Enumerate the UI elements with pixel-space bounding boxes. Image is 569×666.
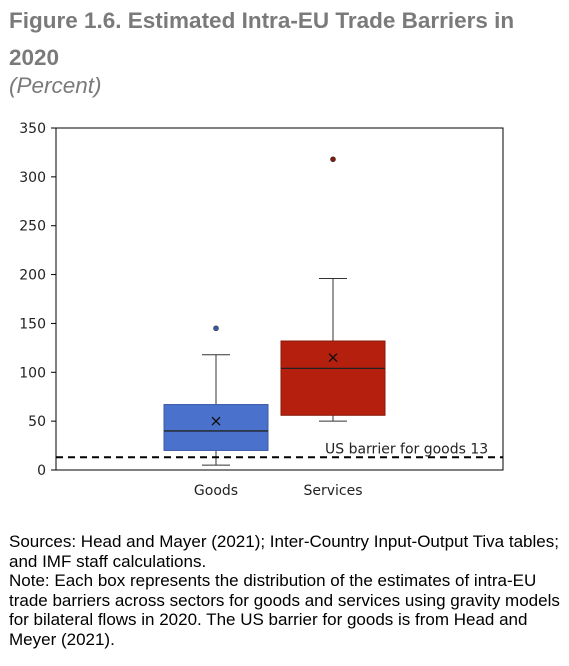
y-tick-label: 200 (19, 268, 46, 284)
mean-marker (328, 353, 338, 363)
outlier-point (213, 325, 219, 332)
notes: Sources: Head and Mayer (2021); Inter-Co… (9, 532, 565, 650)
x-tick-label: Services (303, 483, 362, 499)
box-plot: 0 50 100 150 200 250 300 350 Goods Services US b… (19, 121, 504, 499)
y-tick-label: 300 (19, 170, 46, 186)
y-tick-label: 100 (19, 365, 46, 381)
y-tick-label: 0 (37, 463, 46, 479)
outlier-point (330, 156, 336, 163)
sources-text: Sources: Head and Mayer (2021); Inter-Co… (9, 532, 559, 571)
y-tick-label: 150 (19, 316, 46, 332)
us-barrier-label: US barrier for goods 13 (325, 441, 488, 457)
chart-title: Figure 1.6. Estimated Intra-EU Trade Bar… (9, 8, 515, 70)
chart-subtitle: (Percent) (9, 73, 102, 98)
y-tick-label: 250 (19, 219, 46, 235)
plot-frame (55, 127, 504, 471)
boxes (163, 156, 386, 466)
y-tick-label: 350 (19, 121, 46, 137)
y-axis: 0 50 100 150 200 250 300 350 (19, 121, 56, 479)
mean-marker (211, 416, 221, 426)
iqr-box (280, 340, 386, 416)
y-tick-label: 50 (28, 414, 46, 430)
note-text: Note: Each box represents the distributi… (9, 571, 560, 649)
x-axis: Goods Services (194, 483, 363, 499)
iqr-box (163, 404, 269, 451)
box-services (280, 156, 386, 422)
box-goods (163, 325, 269, 466)
x-tick-label: Goods (194, 483, 238, 499)
